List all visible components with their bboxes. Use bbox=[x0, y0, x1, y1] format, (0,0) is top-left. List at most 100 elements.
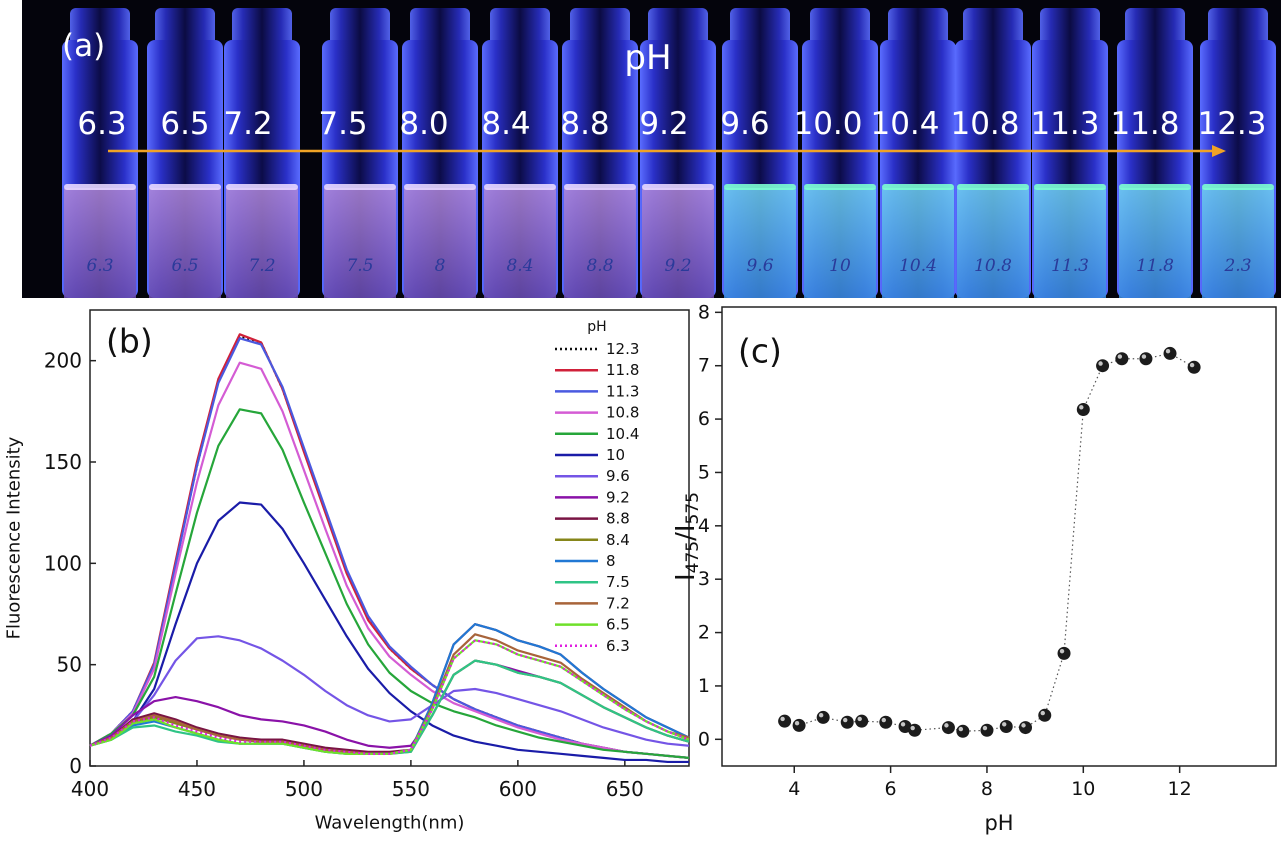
vial-meniscus bbox=[149, 184, 221, 190]
x-tick-label: 650 bbox=[606, 777, 644, 801]
legend-label: 8.8 bbox=[606, 510, 630, 528]
vial-handwritten-label: 7.5 bbox=[346, 256, 373, 276]
x-tick-label: 450 bbox=[178, 777, 216, 801]
vial-handwritten-label: 11.8 bbox=[1136, 256, 1174, 276]
point-highlight bbox=[1002, 722, 1007, 727]
vial-meniscus bbox=[724, 184, 796, 190]
point-highlight bbox=[843, 717, 848, 723]
vial-neck bbox=[330, 8, 390, 48]
data-point bbox=[879, 715, 893, 729]
y-tick-label: 1 bbox=[698, 675, 710, 697]
legend-label: 7.5 bbox=[606, 573, 630, 591]
vial-handwritten-label: 9.2 bbox=[664, 256, 691, 276]
vial-neck bbox=[810, 8, 870, 48]
data-point bbox=[792, 718, 806, 732]
point-highlight bbox=[958, 726, 964, 732]
vial-meniscus bbox=[564, 184, 636, 190]
panel-label: (b) bbox=[106, 322, 153, 361]
legend-label: 10 bbox=[606, 446, 625, 464]
spectrum-line bbox=[89, 659, 690, 755]
vial-liquid bbox=[804, 188, 876, 298]
legend-label: 9.6 bbox=[606, 467, 630, 485]
x-tick-label: 4 bbox=[788, 778, 800, 800]
x-tick-label: 8 bbox=[981, 778, 993, 800]
legend-label: 10.8 bbox=[606, 404, 639, 422]
legend-label: 6.3 bbox=[606, 637, 630, 655]
ph-arrow-head bbox=[1212, 145, 1226, 157]
vial-meniscus bbox=[1202, 184, 1274, 190]
point-highlight bbox=[900, 722, 906, 727]
data-point bbox=[1076, 402, 1090, 416]
spectrum-line bbox=[89, 361, 690, 759]
vial-meniscus bbox=[1119, 184, 1191, 190]
vial-neck bbox=[490, 8, 550, 48]
x-axis-label: pH bbox=[984, 811, 1013, 835]
vial-ph-label: 8.8 bbox=[560, 106, 609, 142]
vial-meniscus bbox=[404, 184, 476, 190]
vial-neck bbox=[1040, 8, 1100, 48]
vial-liquid bbox=[484, 188, 556, 298]
vial-ph-label: 9.6 bbox=[720, 106, 769, 142]
spectrum-line bbox=[89, 408, 690, 759]
vial-neck bbox=[648, 8, 708, 48]
x-tick-label: 500 bbox=[285, 777, 323, 801]
vial-handwritten-label: 10.4 bbox=[899, 256, 937, 276]
vial-meniscus bbox=[484, 184, 556, 190]
vial-neck bbox=[1208, 8, 1268, 48]
vial-handwritten-label: 8 bbox=[435, 256, 446, 276]
vial-liquid bbox=[1202, 188, 1274, 298]
vial-ph-label: 6.3 bbox=[77, 106, 126, 142]
vial-neck bbox=[232, 8, 292, 48]
y-tick-label: 6 bbox=[698, 408, 710, 430]
spectrum-line bbox=[89, 659, 690, 755]
y-tick-label: 0 bbox=[69, 754, 82, 778]
point-highlight bbox=[910, 725, 915, 731]
point-highlight bbox=[982, 725, 988, 731]
plot-frame bbox=[89, 309, 690, 767]
vial-liquid bbox=[226, 188, 298, 298]
legend-label: 8.4 bbox=[606, 531, 630, 549]
vial-handwritten-label: 2.3 bbox=[1223, 256, 1251, 276]
data-point bbox=[980, 723, 994, 737]
x-tick-label: 550 bbox=[392, 777, 430, 801]
vial-ph-label: 10.8 bbox=[950, 106, 1019, 142]
vial-handwritten-label: 10.8 bbox=[974, 256, 1012, 276]
vial-meniscus bbox=[1034, 184, 1106, 190]
vial-liquid bbox=[724, 188, 796, 298]
spectrum-line bbox=[89, 639, 690, 755]
spectrum-line bbox=[89, 635, 690, 747]
vial-ph-label: 10.4 bbox=[870, 106, 939, 142]
vial-ph-label: 9.2 bbox=[639, 106, 688, 142]
y-tick-label: 150 bbox=[44, 450, 82, 474]
spectrum-line bbox=[89, 337, 690, 759]
vial-meniscus bbox=[882, 184, 954, 190]
spectrum-line bbox=[89, 501, 689, 764]
vial-neck bbox=[70, 8, 130, 48]
point-highlight bbox=[794, 721, 800, 726]
y-axis-label-part: I bbox=[671, 573, 701, 581]
y-tick-label: 4 bbox=[698, 515, 710, 537]
vial-liquid bbox=[324, 188, 396, 298]
vial-meniscus bbox=[64, 184, 136, 190]
point-highlight bbox=[780, 716, 785, 722]
x-tick-label: 6 bbox=[885, 778, 897, 800]
x-tick-label: 12 bbox=[1168, 778, 1192, 800]
legend-label: 9.2 bbox=[606, 488, 630, 506]
point-highlight bbox=[1059, 648, 1065, 654]
legend-label: 8 bbox=[606, 552, 616, 570]
x-tick-label: 600 bbox=[499, 777, 537, 801]
vial-handwritten-label: 6.3 bbox=[86, 256, 113, 276]
y-tick-label: 2 bbox=[698, 622, 710, 644]
photo-title: pH bbox=[624, 38, 671, 78]
panel-label: (c) bbox=[738, 332, 782, 371]
data-point bbox=[778, 714, 792, 728]
vial-ph-label: 11.8 bbox=[1110, 106, 1179, 142]
point-highlight bbox=[1141, 354, 1147, 359]
point-highlight bbox=[881, 717, 886, 723]
data-point bbox=[941, 721, 955, 735]
y-axis-label: I475/I575 bbox=[671, 492, 703, 581]
vial-handwritten-label: 10 bbox=[829, 256, 851, 276]
vial-handwritten-label: 7.2 bbox=[248, 256, 275, 276]
